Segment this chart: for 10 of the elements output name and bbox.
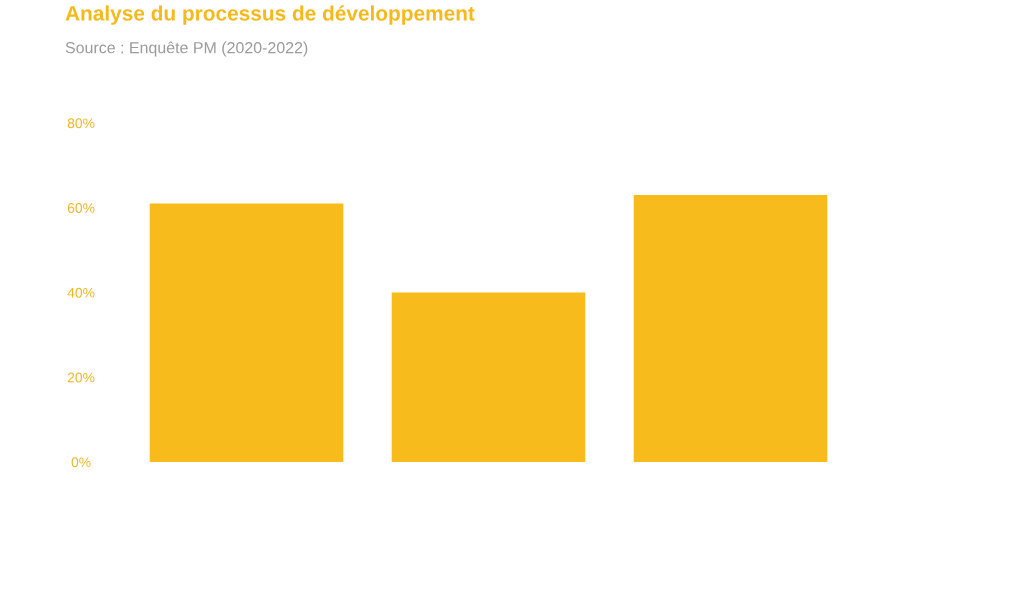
source-note: Source : Enquête PM (2020-2022) xyxy=(65,41,308,57)
bar xyxy=(633,195,828,462)
bar xyxy=(149,203,344,462)
y-tick-label: 20% xyxy=(67,372,95,383)
y-tick-label: 40% xyxy=(67,287,95,298)
chart-title: Analyse du processus de développement xyxy=(65,5,475,25)
y-tick-label: 60% xyxy=(67,203,95,213)
y-tick-label: 0% xyxy=(71,457,91,468)
bar xyxy=(391,292,586,462)
y-tick-label: 80% xyxy=(67,118,95,129)
